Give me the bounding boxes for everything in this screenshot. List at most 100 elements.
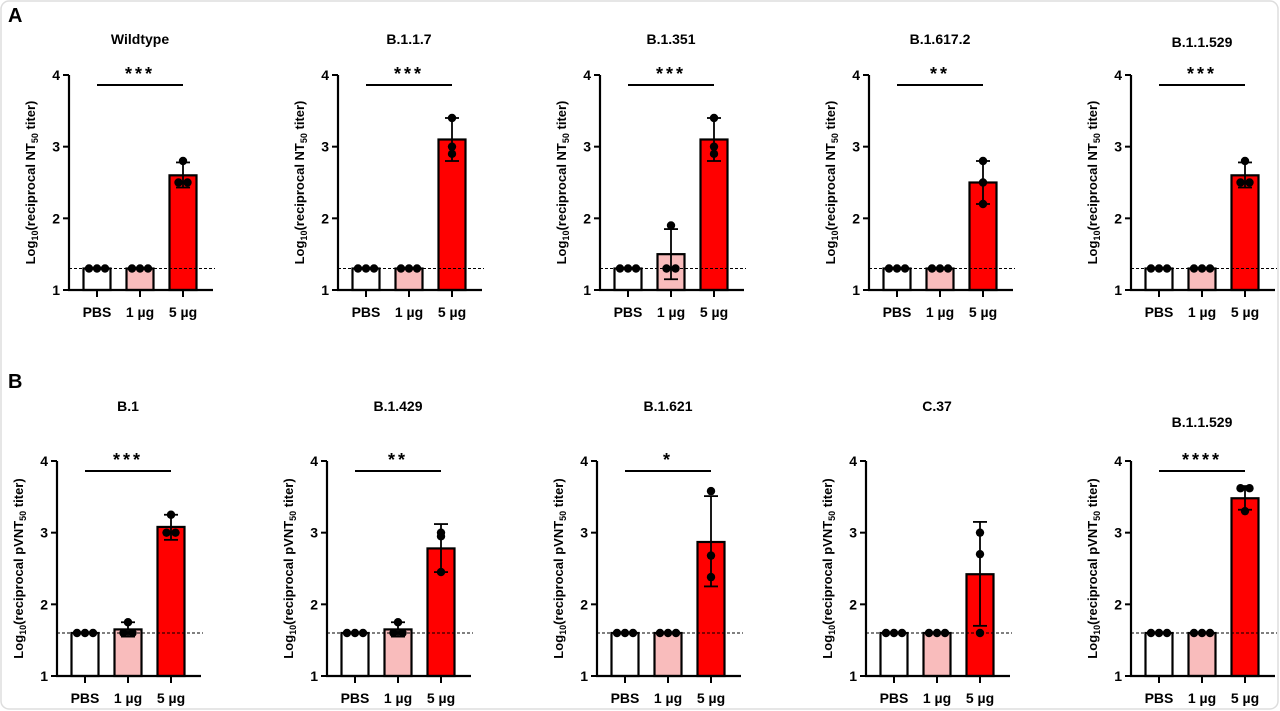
data-point <box>183 178 192 187</box>
panel-b-1-351: B.1.351 Log10(reciprocal NT50 titer) 1 2 3 4 P… <box>554 31 746 320</box>
y-label-text: Log <box>551 635 566 659</box>
data-point <box>1245 484 1254 493</box>
data-point <box>940 628 950 638</box>
y-tick-label: 1 <box>852 282 860 298</box>
y-label-text: Log <box>23 241 38 265</box>
y-tick-label: 2 <box>310 596 318 612</box>
significance-label: **** <box>1182 450 1222 470</box>
y-tick-label: 4 <box>52 67 60 83</box>
y-tick-label: 4 <box>849 453 857 469</box>
y-label-subscript: 50 <box>1092 511 1102 521</box>
bar-3 <box>1230 174 1260 292</box>
data-point <box>80 628 90 638</box>
x-tick-label: 5 µg <box>700 304 728 320</box>
y-tick-label: 2 <box>52 210 60 226</box>
y-label-subscript: 50 <box>18 511 28 521</box>
x-tick-label: 1 µg <box>654 690 682 706</box>
y-label-text: titer) <box>292 101 307 134</box>
data-point <box>663 628 673 638</box>
data-point <box>975 528 985 537</box>
data-point <box>135 264 145 273</box>
y-label-text: (reciprocal pVNT <box>820 521 835 625</box>
bar-1 <box>70 631 100 678</box>
y-tick-label: 1 <box>1114 282 1122 298</box>
data-point <box>84 264 94 273</box>
x-tick-label: 1 µg <box>1188 690 1216 706</box>
panel-b-1: B B.1 Log10(reciprocal pVNT50 titer) 1 2 3 4 PB… <box>8 371 203 706</box>
y-tick-label: 2 <box>580 596 588 612</box>
x-tick-label: 5 µg <box>438 304 466 320</box>
x-tick-label: 1 µg <box>126 304 154 320</box>
data-point <box>404 264 414 273</box>
y-tick-label: 4 <box>1114 453 1122 469</box>
bar-3 <box>168 174 198 292</box>
data-point <box>1240 156 1250 166</box>
panel-b-1-1-7: B.1.1.7 Log10(reciprocal NT50 titer) 1 2 3 4 P… <box>292 31 484 320</box>
y-label-subscript: 10 <box>30 231 40 241</box>
chart-title: B.1 <box>117 398 139 414</box>
x-tick-label: 1 µg <box>657 304 685 320</box>
data-point <box>174 178 183 187</box>
data-point <box>396 264 406 273</box>
x-tick-label: 5 µg <box>169 304 197 320</box>
data-point <box>628 628 638 638</box>
data-point <box>1154 264 1164 273</box>
y-tick-label: 2 <box>321 210 329 226</box>
y-label-text: (reciprocal NT <box>1085 143 1100 230</box>
data-point <box>671 264 680 273</box>
bar-1 <box>1144 631 1174 678</box>
y-axis-label: Log10(reciprocal pVNT50 titer) <box>820 478 837 658</box>
y-tick-label: 1 <box>849 668 857 684</box>
data-point <box>1162 264 1172 273</box>
y-label-text: titer) <box>281 478 296 511</box>
x-tick-label: PBS <box>611 690 640 706</box>
x-tick-label: PBS <box>341 690 370 706</box>
y-label-text: (reciprocal pVNT <box>551 521 566 625</box>
x-tick-label: 5 µg <box>969 304 997 320</box>
panel-b-1-617-2: B.1.617.2 Log10(reciprocal NT50 titer) 1 2 3… <box>823 31 1015 320</box>
y-tick-label: 3 <box>40 525 48 541</box>
data-point <box>447 149 457 159</box>
y-tick-label: 3 <box>852 139 860 155</box>
y-tick-label: 3 <box>583 139 591 155</box>
y-label-subscript: 50 <box>288 511 298 521</box>
data-point <box>369 264 379 273</box>
y-axis-label: Log10(reciprocal pVNT50 titer) <box>281 478 298 658</box>
y-label-text: titer) <box>11 478 26 511</box>
data-point <box>92 264 102 273</box>
y-label-text: titer) <box>1085 478 1100 511</box>
x-tick-label: PBS <box>614 304 643 320</box>
y-tick-label: 1 <box>321 282 329 298</box>
significance-label: ** <box>930 64 950 84</box>
x-tick-label: 1 µg <box>384 690 412 706</box>
y-tick-label: 3 <box>310 525 318 541</box>
data-point <box>897 628 907 638</box>
y-label-text: titer) <box>1085 101 1100 134</box>
bar-3 <box>1230 497 1260 678</box>
y-tick-label: 3 <box>1114 525 1122 541</box>
data-point <box>924 628 934 638</box>
data-point <box>978 156 988 166</box>
chart-title: B.1.351 <box>646 31 695 47</box>
data-point <box>1236 484 1245 493</box>
panel-label: A <box>8 5 22 27</box>
y-label-subscript: 50 <box>827 511 837 521</box>
data-point <box>1189 628 1199 638</box>
data-point <box>143 264 153 273</box>
data-point <box>1205 264 1215 273</box>
data-point <box>709 142 719 151</box>
data-point <box>900 264 910 273</box>
data-point <box>1240 506 1250 516</box>
chart-title: C.37 <box>922 398 952 414</box>
bar-3 <box>699 138 729 292</box>
x-tick-label: PBS <box>83 304 112 320</box>
data-point <box>615 264 625 273</box>
bar-1 <box>340 631 370 678</box>
data-point <box>881 628 891 638</box>
data-point <box>1197 264 1207 273</box>
y-label-subscript: 50 <box>558 511 568 521</box>
data-point <box>666 221 676 230</box>
data-point <box>1236 178 1245 187</box>
y-label-subscript: 50 <box>299 133 309 143</box>
